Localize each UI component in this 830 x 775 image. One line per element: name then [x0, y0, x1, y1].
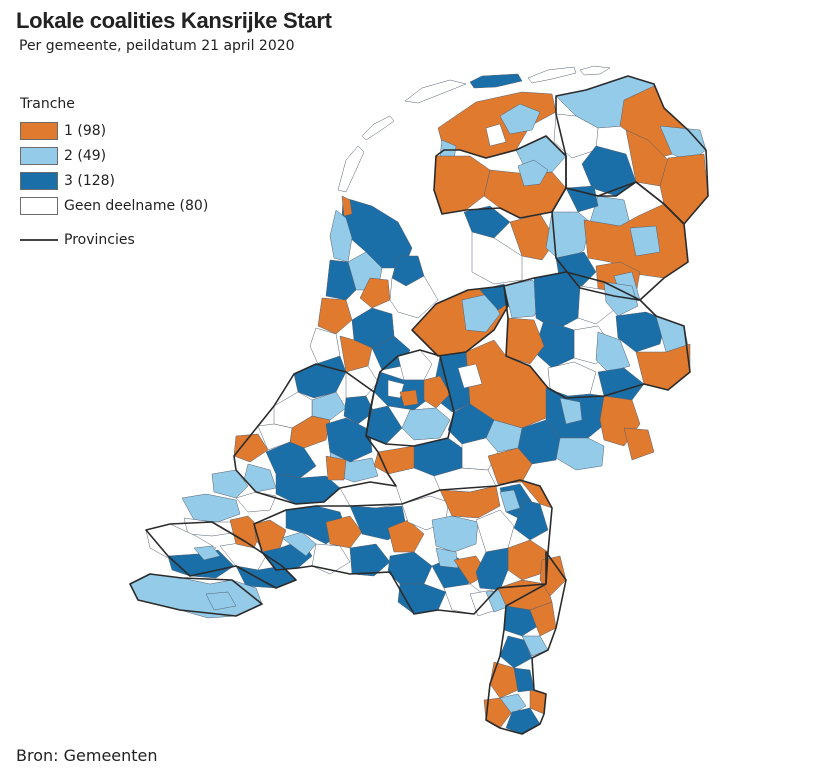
legend-swatch-geen-deelname	[20, 196, 58, 215]
legend-label-provincies: Provincies	[64, 232, 135, 248]
legend-swatch-tranche-2	[20, 146, 58, 165]
legend-swatch-tranche-3	[20, 171, 58, 190]
province-boundaries	[129, 75, 709, 735]
map-subtitle: Per gemeente, peildatum 21 april 2020	[19, 38, 295, 54]
municipalities	[129, 75, 709, 735]
map-title: Lokale coalities Kansrijke Start	[16, 8, 332, 33]
wadden-islands	[337, 65, 611, 193]
legend-label-geen-deelname: Geen deelname (80)	[64, 197, 209, 214]
legend-label-tranche-2: 2 (49)	[64, 147, 107, 164]
legend-label-tranche-1: 1 (98)	[64, 122, 107, 139]
legend-item-provincies: Provincies	[20, 232, 208, 248]
legend: Tranche 1 (98) 2 (49) 3 (128) Geen deeln…	[20, 96, 208, 248]
legend-label-tranche-3: 3 (128)	[64, 172, 116, 189]
legend-item-tranche-1: 1 (98)	[20, 118, 208, 143]
legend-line-sample	[20, 239, 58, 241]
legend-item-geen-deelname: Geen deelname (80)	[20, 193, 208, 218]
legend-item-tranche-3: 3 (128)	[20, 168, 208, 193]
legend-title: Tranche	[20, 96, 75, 112]
legend-swatch-tranche-1	[20, 121, 58, 140]
source-note: Bron: Gemeenten	[16, 746, 158, 765]
legend-item-tranche-2: 2 (49)	[20, 143, 208, 168]
